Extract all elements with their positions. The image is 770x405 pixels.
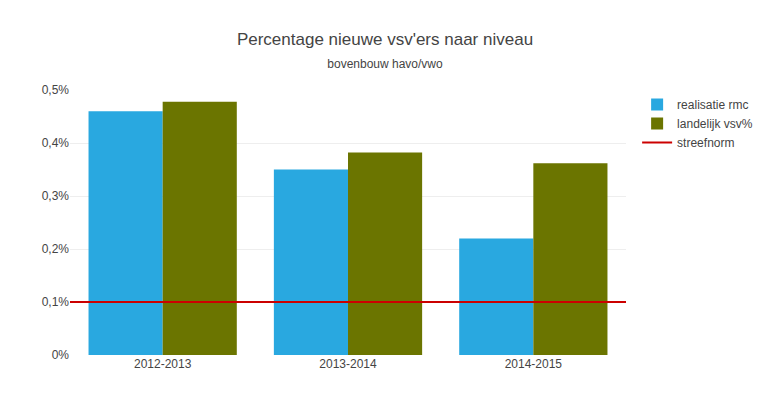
svg-text:streefnorm: streefnorm: [677, 136, 734, 150]
svg-text:0,5%: 0,5%: [42, 83, 70, 97]
svg-text:0,1%: 0,1%: [42, 295, 70, 309]
svg-text:Percentage nieuwe vsv'ers naar: Percentage nieuwe vsv'ers naar niveau: [237, 30, 533, 49]
svg-text:2014-2015: 2014-2015: [505, 357, 563, 371]
svg-text:realisatie rmc: realisatie rmc: [677, 98, 748, 112]
svg-text:2013-2014: 2013-2014: [319, 357, 377, 371]
svg-text:2012-2013: 2012-2013: [134, 357, 192, 371]
svg-text:0,3%: 0,3%: [42, 189, 70, 203]
svg-text:bovenbouw havo/vwo: bovenbouw havo/vwo: [327, 57, 443, 71]
svg-text:landelijk vsv%: landelijk vsv%: [677, 117, 753, 131]
svg-text:0%: 0%: [52, 348, 70, 362]
svg-text:0,2%: 0,2%: [42, 242, 70, 256]
svg-text:0,4%: 0,4%: [42, 136, 70, 150]
